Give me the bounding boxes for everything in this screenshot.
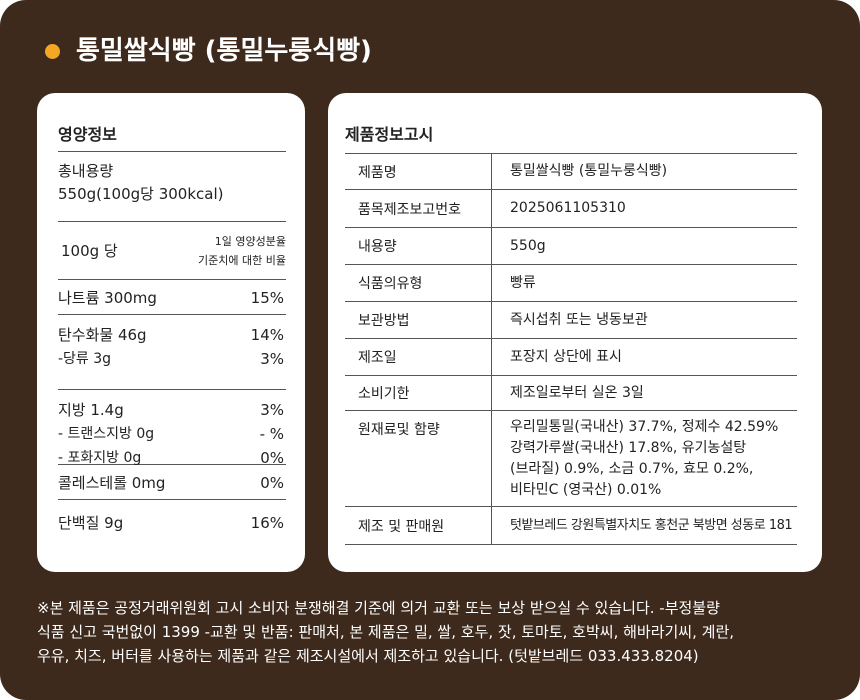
info-value-line: (브라질) 0.9%, 소금 0.7%, 효모 0.2%,	[510, 460, 754, 477]
info-value: 포장지 상단에 표시	[492, 339, 622, 375]
nutrient-percent: 3%	[260, 350, 284, 368]
info-row: 보관방법 즉시섭취 또는 냉동보관	[345, 302, 797, 339]
nutrient-percent: 14%	[250, 326, 284, 344]
nutrient-name: -당류 3g	[58, 351, 112, 367]
nutrient-name: - 트랜스지방 0g	[58, 426, 155, 442]
per-block: 100g 당 1일 영양성분율 기준치에 대한 비율	[58, 222, 286, 280]
info-row: 소비기한 제조일로부터 실온 3일	[345, 376, 797, 411]
info-label: 원재료및 함량	[345, 411, 492, 506]
info-value: 텃밭브레드 강원특별자치도 홍천군 북방면 성동로 181	[492, 507, 793, 544]
info-value-line: 2025061105310	[510, 200, 626, 216]
total-value: 550g(100g당 300kcal)	[58, 185, 224, 203]
nutrient-row: 지방 1.4g 3%	[58, 398, 286, 422]
info-value: 즉시섭취 또는 냉동보관	[492, 302, 648, 338]
daily-note-line: 1일 영양성분율	[214, 234, 286, 248]
product-table: 제품정보고시 제품명 통밀쌀식빵 (통밀누룽식빵) 품목제조보고번호 20250611…	[345, 93, 797, 545]
info-value-line: 제조일로부터 실온 3일	[510, 384, 644, 401]
nutrition-heading: 영양정보	[58, 93, 286, 152]
nutrient-row: 탄수화물 46g 14%	[58, 323, 286, 347]
info-value-line: 우리밀통밀(국내산) 37.7%, 정제수 42.59%	[510, 418, 779, 435]
bullet-dot	[45, 44, 60, 59]
nutrient-row: 단백질 9g 16%	[58, 511, 286, 535]
info-label: 제조 및 판매원	[345, 507, 492, 544]
nutrient-name: - 포화지방 0g	[58, 450, 142, 466]
info-value-line: 빵류	[510, 274, 536, 291]
nutrient-group: 지방 1.4g 3% - 트랜스지방 0g - % - 포화지방 0g 0%	[58, 390, 286, 467]
nutrient-name: 단백질 9g	[58, 513, 124, 532]
info-value: 통밀쌀식빵 (통밀누룽식빵)	[492, 154, 667, 189]
nutrient-name: 지방 1.4g	[58, 401, 124, 419]
info-value: 제조일로부터 실온 3일	[492, 376, 644, 410]
nutrient-group: 탄수화물 46g 14% -당류 3g 3%	[58, 315, 286, 390]
info-label: 제품명	[345, 154, 492, 189]
info-row: 원재료및 함량 우리밀통밀(국내산) 37.7%, 정제수 42.59% 강력가루쌀…	[345, 411, 797, 507]
nutrient-row: - 트랜스지방 0g - %	[58, 422, 286, 446]
info-value-line: 통밀쌀식빵 (통밀누룽식빵)	[510, 163, 668, 179]
nutrient-row: 콜레스테롤 0mg 0%	[58, 471, 286, 495]
info-value-line: 비타민C (영국산) 0.01%	[510, 481, 662, 498]
nutrition-card: 영양정보 총내용량 550g(100g당 300kcal) 100g 당 1일 …	[37, 93, 305, 572]
info-label: 품목제조보고번호	[345, 190, 492, 227]
footer-line: 우유, 치즈, 버터를 사용하는 제품과 같은 제조시설에서 제조하고 있습니다…	[37, 647, 699, 665]
info-label: 식품의유형	[345, 265, 492, 301]
info-label: 제조일	[345, 339, 492, 375]
info-value: 우리밀통밀(국내산) 37.7%, 정제수 42.59% 강력가루쌀(국내산) 1…	[492, 411, 778, 506]
daily-note-line: 기준치에 대한 비율	[198, 253, 286, 267]
info-label: 소비기한	[345, 376, 492, 410]
footer: ※본 제품은 공정거래위원회 고시 소비자 분쟁해결 기준에 의거 교환 또는 …	[37, 596, 734, 668]
info-row: 품목제조보고번호 2025061105310	[345, 190, 797, 228]
daily-note: 1일 영양성분율 기준치에 대한 비율	[198, 232, 286, 270]
info-row: 제품명 통밀쌀식빵 (통밀누룽식빵)	[345, 153, 797, 190]
info-row: 내용량 550g	[345, 228, 797, 265]
info-value-line: 즉시섭취 또는 냉동보관	[510, 311, 648, 328]
nutrition-table: 영양정보 총내용량 550g(100g당 300kcal) 100g 당 1일 …	[58, 93, 286, 545]
nutrient-row: -당류 3g 3%	[58, 347, 286, 371]
nutrient-name: 나트륨 300mg	[58, 288, 157, 307]
nutrient-row: 나트륨 300mg 15%	[58, 286, 286, 310]
info-value: 550g	[492, 228, 546, 264]
nutrient-name: 콜레스테롤 0mg	[58, 473, 166, 492]
nutrient-percent: 15%	[250, 288, 284, 307]
total-block: 총내용량 550g(100g당 300kcal)	[58, 152, 286, 222]
nutrient-group: 단백질 9g 16%	[58, 500, 286, 545]
per-label: 100g 당	[61, 242, 118, 260]
info-label: 내용량	[345, 228, 492, 264]
nutrient-name: 탄수화물 46g	[58, 326, 147, 344]
info-value-line: 강력가루쌀(국내산) 17.8%, 유기농설탕	[510, 439, 747, 456]
info-value: 2025061105310	[492, 190, 626, 227]
info-row: 제조일 포장지 상단에 표시	[345, 339, 797, 376]
footer-line: ※본 제품은 공정거래위원회 고시 소비자 분쟁해결 기준에 의거 교환 또는 …	[37, 599, 720, 617]
info-value-line: 텃밭브레드 강원특별자치도 홍천군 북방면 성동로 181	[510, 518, 793, 533]
nutrient-percent: 16%	[250, 513, 284, 532]
nutrient-percent: 3%	[260, 401, 284, 419]
nutrient-percent: 0%	[260, 473, 284, 492]
info-value-line: 550g	[510, 237, 546, 254]
title: 통밀쌀식빵 (통밀누룽식빵)	[76, 36, 372, 66]
nutrient-percent: 0%	[260, 449, 284, 467]
nutrient-group: 콜레스테롤 0mg 0%	[58, 465, 286, 500]
nutrient-group: 나트륨 300mg 15%	[58, 280, 286, 315]
info-value: 빵류	[492, 265, 536, 301]
info-row: 식품의유형 빵류	[345, 265, 797, 302]
product-card: 제품정보고시 제품명 통밀쌀식빵 (통밀누룽식빵) 품목제조보고번호 20250611…	[328, 93, 822, 572]
product-heading: 제품정보고시	[345, 125, 434, 144]
footer-line: 식품 신고 국번없이 1399 -교환 및 반품: 판매처, 본 제품은 밀, …	[37, 623, 735, 641]
info-row: 제조 및 판매원 텃밭브레드 강원특별자치도 홍천군 북방면 성동로 181	[345, 507, 797, 545]
nutrient-percent: - %	[259, 425, 284, 443]
info-value-line: 포장지 상단에 표시	[510, 348, 622, 365]
info-label: 보관방법	[345, 302, 492, 338]
nutrient-row: - 포화지방 0g 0%	[58, 446, 286, 470]
total-label: 총내용량	[58, 162, 114, 180]
